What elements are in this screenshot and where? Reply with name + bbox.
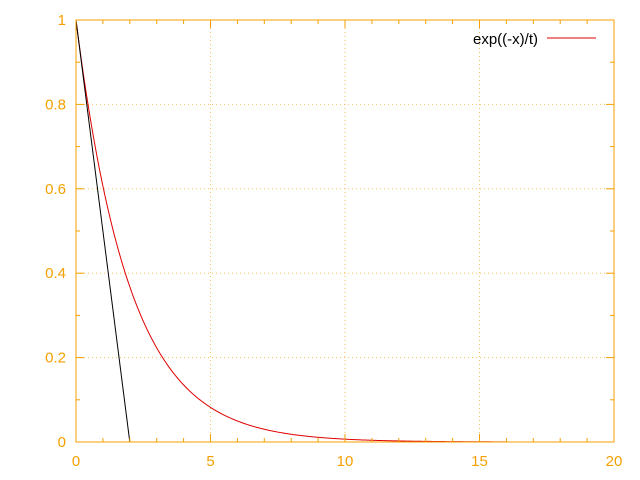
x-tick-label: 20 — [606, 453, 623, 470]
y-tick-label: 0.8 — [45, 96, 66, 113]
grid-layer — [76, 20, 614, 442]
legend: exp((-x)/t) — [473, 31, 596, 48]
y-tick-label: 0.4 — [45, 265, 66, 282]
y-tick-label: 0.2 — [45, 350, 66, 367]
x-tick-label: 5 — [206, 453, 214, 470]
x-tick-label: 15 — [471, 453, 488, 470]
y-tick-label: 1 — [58, 12, 66, 29]
y-tick-label: 0.6 — [45, 181, 66, 198]
tick-layer: 0 5 10 15 20 0 0.2 0.4 0.6 0.8 1 — [45, 12, 622, 470]
series-line-exp — [75, 19, 507, 443]
x-tick-label: 0 — [72, 453, 80, 470]
x-tick-label: 10 — [337, 453, 354, 470]
plot-frame — [75, 19, 615, 443]
y-tick-label: 0 — [58, 434, 66, 451]
series-layer — [75, 19, 507, 443]
series-line-tangent — [75, 19, 131, 443]
legend-label-exp: exp((-x)/t) — [473, 31, 538, 48]
